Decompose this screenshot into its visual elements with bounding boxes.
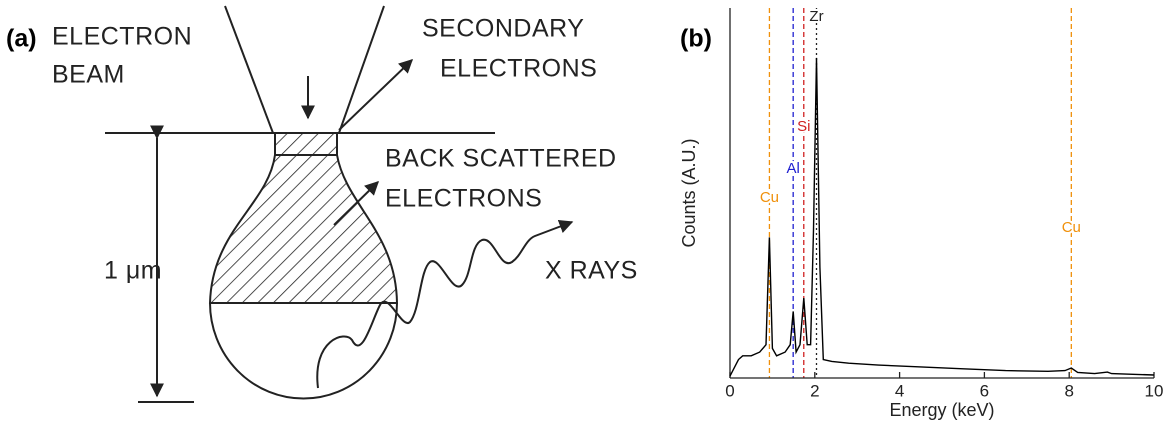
beam-edge: [338, 5, 385, 134]
x-tick-label: 0: [725, 381, 734, 400]
beam-edge: [224, 5, 274, 134]
spectrum-line: [729, 57, 1155, 377]
diagram-label: ELECTRONS: [385, 185, 542, 213]
diagram-label: BEAM: [52, 61, 125, 89]
y-axis-label: Counts (A.U.): [679, 138, 699, 247]
x-axis-label: Energy (keV): [889, 400, 994, 420]
secondary-arrow: [338, 59, 414, 131]
xray-wave: [316, 219, 574, 389]
bulb-bottom: [209, 302, 398, 400]
x-tick-label: 2: [810, 381, 819, 400]
diagram-label: 1 μm: [104, 257, 162, 285]
diagram: (a) ELECTRON BEAM SECONDARY ELECTRONS BA…: [6, 5, 638, 403]
x-tick-label: 8: [1064, 381, 1073, 400]
peak-label: Cu: [760, 189, 779, 206]
diagram-label: ELECTRON: [52, 23, 192, 51]
peak-label: Al: [787, 160, 800, 177]
hatched-bulb: [208, 154, 399, 304]
diagram-label: ELECTRONS: [440, 55, 597, 83]
chart: (b) Energy (keV) Counts (A.U.) Cu Al Si Zr C…: [679, 6, 1164, 420]
peak-label: Si: [797, 118, 810, 135]
hatched-top: [274, 132, 338, 156]
x-tick-label: 4: [895, 381, 904, 400]
panel-label: (b): [680, 25, 712, 53]
peak-label: Zr: [809, 8, 823, 25]
diagram-label: SECONDARY: [422, 15, 584, 43]
backscatter-arrow: [333, 181, 380, 226]
panel-label: (a): [6, 25, 37, 53]
x-tick-label: 10: [1145, 381, 1164, 400]
x-tick-label: 6: [980, 381, 989, 400]
peak-label: Cu: [1062, 219, 1081, 236]
diagram-label: BACK SCATTERED: [385, 145, 617, 173]
diagram-label: X RAYS: [545, 257, 638, 285]
